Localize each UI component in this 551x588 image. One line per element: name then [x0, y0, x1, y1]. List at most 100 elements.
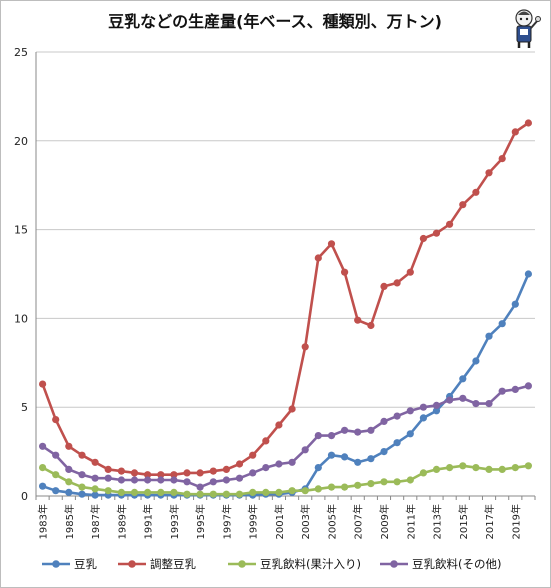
data-point [524, 119, 533, 127]
data-point [130, 488, 139, 496]
data-point [301, 446, 309, 454]
data-point [432, 401, 441, 409]
data-point [52, 471, 60, 479]
data-point [117, 488, 125, 496]
series-2 [39, 119, 533, 479]
x-tick-label: 2013年 [431, 504, 444, 539]
data-point [524, 270, 533, 278]
data-point [52, 416, 60, 424]
data-point [314, 432, 322, 440]
data-point [406, 407, 414, 415]
data-point [459, 201, 467, 209]
data-point [354, 458, 362, 466]
data-point [327, 451, 336, 459]
series-4 [39, 382, 533, 491]
data-point [275, 488, 283, 496]
data-point [301, 343, 309, 351]
data-point [39, 464, 47, 472]
x-tick-label: 2003年 [299, 504, 312, 539]
data-point [209, 490, 217, 498]
mascot-icon [515, 9, 541, 48]
chart-title: 豆乳などの生産量(年ベース、種類別、万トン) [108, 12, 442, 31]
data-point [511, 385, 519, 393]
data-point [367, 455, 375, 463]
data-point [472, 464, 480, 472]
data-point [157, 471, 165, 479]
x-tick-label: 2019年 [509, 504, 522, 539]
data-point [235, 460, 244, 468]
data-point [472, 400, 480, 408]
legend-swatch-marker [390, 560, 398, 568]
data-point [144, 488, 152, 496]
data-point [432, 229, 441, 237]
data-point [524, 462, 533, 470]
data-point [406, 430, 414, 438]
data-point [183, 490, 191, 498]
data-point [78, 483, 86, 491]
legend-item: 豆乳飲料(その他) [380, 557, 501, 571]
x-tick-label: 1997年 [220, 504, 233, 539]
data-point [157, 476, 165, 484]
x-tick-label: 2009年 [378, 504, 391, 539]
data-point [380, 448, 388, 456]
data-point [341, 268, 349, 276]
x-tick-label: 1995年 [194, 504, 207, 539]
data-point [341, 483, 349, 491]
data-point [459, 375, 467, 383]
data-point [301, 487, 309, 495]
data-point [446, 396, 454, 404]
data-point [419, 403, 427, 411]
data-point [196, 469, 204, 477]
data-point [314, 254, 322, 262]
data-point [65, 478, 73, 486]
data-point [367, 321, 375, 330]
data-point [511, 300, 519, 308]
data-point [104, 465, 112, 473]
y-tick-label: 10 [14, 312, 28, 325]
data-point [144, 476, 152, 484]
data-point [393, 279, 401, 287]
y-tick-label: 20 [14, 135, 28, 148]
data-point [393, 412, 401, 420]
y-tick-label: 0 [21, 490, 28, 503]
legend-swatch-marker [52, 560, 60, 568]
data-point [485, 465, 493, 473]
data-point [39, 442, 47, 450]
data-point [511, 464, 519, 472]
data-point [406, 268, 414, 276]
legend-item: 豆乳飲料(果汁入り) [228, 557, 361, 571]
data-point [262, 464, 270, 472]
legend-swatch-marker [128, 560, 136, 568]
data-point [65, 488, 73, 496]
data-point [314, 464, 322, 472]
data-point [170, 471, 178, 479]
data-point [235, 474, 244, 482]
y-tick-label: 5 [21, 401, 28, 414]
data-point [157, 488, 165, 496]
data-point [393, 439, 401, 447]
data-point [354, 428, 362, 436]
x-tick-label: 1991年 [142, 504, 155, 539]
legend-item: 豆乳 [42, 557, 97, 571]
data-point [91, 458, 99, 466]
data-point [446, 220, 454, 228]
data-point [432, 465, 441, 473]
data-point [327, 483, 336, 491]
x-tick-label: 1989年 [115, 504, 128, 539]
data-point [419, 414, 427, 422]
data-point [354, 481, 362, 489]
data-point [235, 490, 244, 498]
data-point [222, 490, 230, 498]
data-point [91, 485, 99, 493]
data-point [209, 467, 217, 475]
data-point [117, 467, 125, 475]
data-point [327, 432, 336, 440]
legend-label: 豆乳飲料(果汁入り) [260, 557, 361, 571]
data-point [262, 488, 270, 496]
legend-label: 豆乳飲料(その他) [412, 557, 501, 571]
x-tick-label: 2011年 [404, 504, 417, 539]
data-point [498, 387, 506, 395]
x-tick-label: 2015年 [457, 504, 470, 539]
